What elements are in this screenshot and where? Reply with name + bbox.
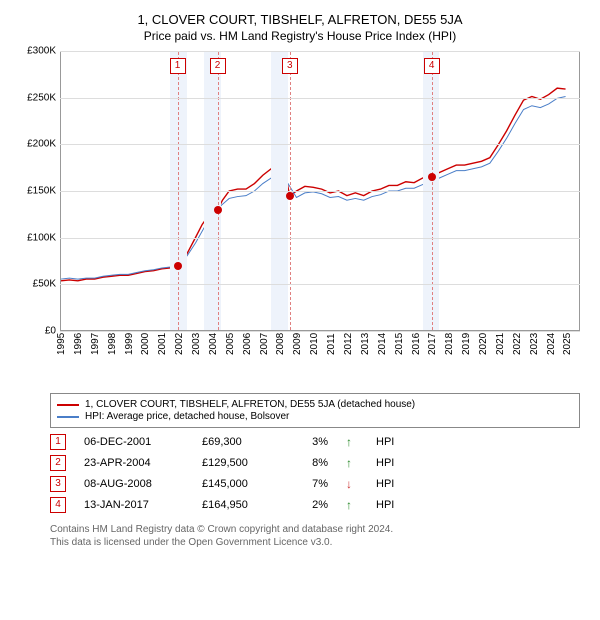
x-tick-label: 2007 <box>259 333 270 355</box>
event-pct: 2% <box>300 499 328 511</box>
event-date: 23-APR-2004 <box>84 457 184 469</box>
gridline <box>60 191 580 192</box>
y-tick-label: £50K <box>33 279 56 290</box>
legend-label: 1, CLOVER COURT, TIBSHELF, ALFRETON, DE5… <box>85 399 415 410</box>
x-tick-label: 1999 <box>124 333 135 355</box>
legend-swatch <box>57 404 79 406</box>
x-tick-label: 2014 <box>377 333 388 355</box>
event-price: £69,300 <box>202 436 282 448</box>
x-tick-label: 1996 <box>73 333 84 355</box>
legend-item: 1, CLOVER COURT, TIBSHELF, ALFRETON, DE5… <box>57 399 573 410</box>
event-suffix: HPI <box>376 436 394 448</box>
chart-area: £0£50K£100K£150K£200K£250K£300K 1234 199… <box>20 51 580 351</box>
gridline <box>60 238 580 239</box>
y-tick-label: £100K <box>27 232 56 243</box>
gridline <box>60 144 580 145</box>
legend-label: HPI: Average price, detached house, Bols… <box>85 411 289 422</box>
footer-line: Contains HM Land Registry data © Crown c… <box>50 523 580 536</box>
x-tick-label: 2012 <box>343 333 354 355</box>
x-tick-label: 1998 <box>107 333 118 355</box>
x-tick-label: 2016 <box>411 333 422 355</box>
x-tick-label: 2005 <box>225 333 236 355</box>
event-date: 08-AUG-2008 <box>84 478 184 490</box>
x-tick-label: 2008 <box>275 333 286 355</box>
event-row: 1 06-DEC-2001 £69,300 3% ↑ HPI <box>50 434 580 450</box>
chart-title: 1, CLOVER COURT, TIBSHELF, ALFRETON, DE5… <box>10 12 590 27</box>
event-row: 3 08-AUG-2008 £145,000 7% ↓ HPI <box>50 476 580 492</box>
x-tick-label: 2010 <box>309 333 320 355</box>
gridline <box>60 98 580 99</box>
marker-label: 2 <box>210 58 226 74</box>
x-tick-label: 2019 <box>461 333 472 355</box>
marker-label: 4 <box>424 58 440 74</box>
event-pct: 7% <box>300 478 328 490</box>
x-tick-label: 2018 <box>444 333 455 355</box>
marker-label: 3 <box>282 58 298 74</box>
footer-line: This data is licensed under the Open Gov… <box>50 536 580 549</box>
x-tick-label: 2024 <box>546 333 557 355</box>
marker-dot <box>428 173 436 181</box>
x-tick-label: 2022 <box>512 333 523 355</box>
x-tick-label: 2021 <box>495 333 506 355</box>
event-id-box: 4 <box>50 497 66 513</box>
legend-item: HPI: Average price, detached house, Bols… <box>57 411 573 422</box>
event-suffix: HPI <box>376 499 394 511</box>
x-tick-label: 2000 <box>140 333 151 355</box>
gridline <box>60 331 580 332</box>
legend-swatch <box>57 416 79 418</box>
y-tick-label: £0 <box>45 326 56 337</box>
event-date: 06-DEC-2001 <box>84 436 184 448</box>
event-price: £164,950 <box>202 499 282 511</box>
series-line <box>61 88 566 281</box>
x-tick-label: 2023 <box>529 333 540 355</box>
x-tick-label: 2025 <box>562 333 573 355</box>
trend-arrow-icon: ↓ <box>346 477 358 491</box>
x-tick-label: 2002 <box>174 333 185 355</box>
x-tick-label: 2001 <box>157 333 168 355</box>
x-tick-label: 2009 <box>292 333 303 355</box>
event-pct: 8% <box>300 457 328 469</box>
event-pct: 3% <box>300 436 328 448</box>
x-tick-label: 1995 <box>56 333 67 355</box>
chart-subtitle: Price paid vs. HM Land Registry's House … <box>10 29 590 43</box>
x-tick-label: 2013 <box>360 333 371 355</box>
y-axis: £0£50K£100K£150K£200K£250K£300K <box>20 51 60 331</box>
event-id-box: 3 <box>50 476 66 492</box>
legend: 1, CLOVER COURT, TIBSHELF, ALFRETON, DE5… <box>50 393 580 428</box>
x-tick-label: 2004 <box>208 333 219 355</box>
marker-dot <box>286 192 294 200</box>
event-id-box: 2 <box>50 455 66 471</box>
y-tick-label: £150K <box>27 186 56 197</box>
marker-label: 1 <box>170 58 186 74</box>
footer-attribution: Contains HM Land Registry data © Crown c… <box>50 523 580 549</box>
trend-arrow-icon: ↑ <box>346 435 358 449</box>
marker-dot <box>214 206 222 214</box>
event-suffix: HPI <box>376 457 394 469</box>
x-tick-label: 2020 <box>478 333 489 355</box>
gridline <box>60 284 580 285</box>
x-tick-label: 2011 <box>326 333 337 355</box>
event-row: 2 23-APR-2004 £129,500 8% ↑ HPI <box>50 455 580 471</box>
event-suffix: HPI <box>376 478 394 490</box>
y-tick-label: £250K <box>27 92 56 103</box>
x-axis: 1995199619971998199920002001200220032004… <box>60 335 580 375</box>
y-tick-label: £200K <box>27 139 56 150</box>
trend-arrow-icon: ↑ <box>346 498 358 512</box>
event-price: £145,000 <box>202 478 282 490</box>
gridline <box>60 51 580 52</box>
event-row: 4 13-JAN-2017 £164,950 2% ↑ HPI <box>50 497 580 513</box>
y-tick-label: £300K <box>27 46 56 57</box>
x-tick-label: 1997 <box>90 333 101 355</box>
x-tick-label: 2015 <box>394 333 405 355</box>
event-price: £129,500 <box>202 457 282 469</box>
event-table: 1 06-DEC-2001 £69,300 3% ↑ HPI 2 23-APR-2004 £12… <box>50 434 580 513</box>
event-id-box: 1 <box>50 434 66 450</box>
x-tick-label: 2006 <box>242 333 253 355</box>
trend-arrow-icon: ↑ <box>346 456 358 470</box>
event-date: 13-JAN-2017 <box>84 499 184 511</box>
x-tick-label: 2003 <box>191 333 202 355</box>
x-tick-label: 2017 <box>427 333 438 355</box>
marker-dot <box>174 262 182 270</box>
